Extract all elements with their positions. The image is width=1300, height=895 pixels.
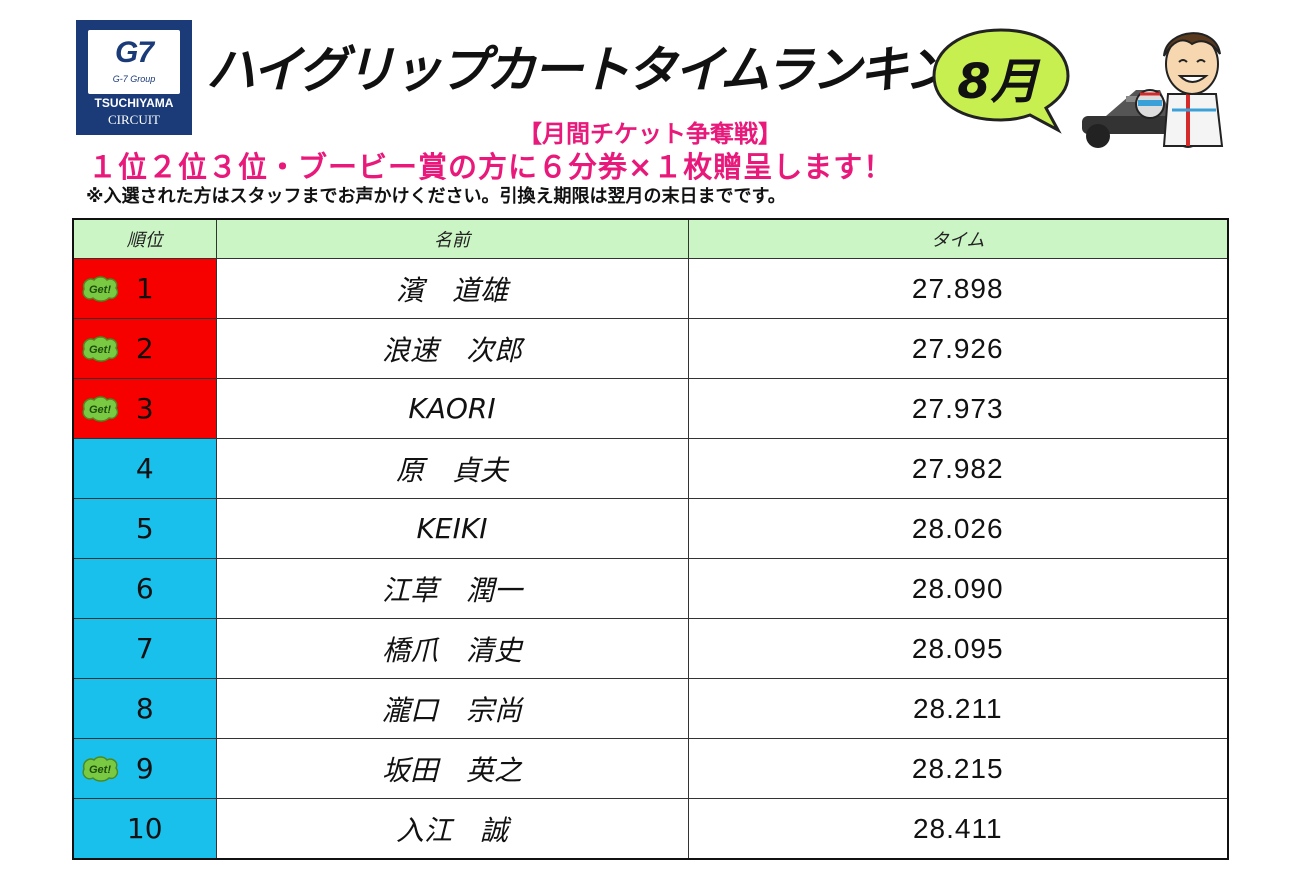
table-row: 10 入江 誠 28.411	[72, 798, 1229, 860]
logo-emblem: G7 G-7 Group	[88, 30, 180, 94]
lap-time: 27.973	[687, 378, 1229, 439]
table-row: 7 橋爪 清史 28.095	[72, 618, 1229, 679]
rank-number: 3	[135, 392, 154, 425]
logo-brand: G7	[114, 36, 154, 69]
rank-cell: 4	[72, 438, 217, 499]
lap-time: 27.898	[687, 258, 1229, 319]
rank-number: 10	[126, 812, 163, 845]
get-badge-icon: Get!	[80, 755, 120, 783]
lap-time: 28.411	[687, 798, 1229, 860]
logo-group: G-7 Group	[112, 74, 156, 84]
driver-name: 江草 潤一	[215, 558, 689, 619]
rank-number: 4	[135, 452, 154, 485]
driver-name: 浪速 次郎	[215, 318, 689, 379]
get-badge-icon: Get!	[80, 395, 120, 423]
table-row: Get! 1 濱 道雄 27.898	[72, 258, 1229, 319]
logo-sub: CIRCUIT	[108, 112, 160, 127]
lap-time: 27.926	[687, 318, 1229, 379]
table-row: 6 江草 潤一 28.090	[72, 558, 1229, 619]
ranking-table: 順位 名前 タイム Get! 1 濱 道雄 27.898 Get! 2 浪速 次郎 27.92…	[72, 218, 1229, 860]
month-label: 8月	[957, 54, 1039, 110]
rank-cell: 6	[72, 558, 217, 619]
rank-cell: 8	[72, 678, 217, 739]
svg-text:Get!: Get!	[89, 284, 111, 296]
prize-announcement: １位２位３位・ブービー賞の方に６分券×１枚贈呈します！	[88, 150, 894, 184]
table-row: Get! 9 坂田 英之 28.215	[72, 738, 1229, 799]
rank-number: 9	[135, 752, 154, 785]
header-rank: 順位	[72, 218, 217, 259]
lap-time: 27.982	[687, 438, 1229, 499]
rank-number: 7	[135, 632, 154, 665]
driver-name: 濱 道雄	[215, 258, 689, 319]
rank-cell: Get! 9	[72, 738, 217, 799]
rank-number: 1	[135, 272, 154, 305]
rank-cell: Get! 2	[72, 318, 217, 379]
rank-number: 8	[135, 692, 154, 725]
get-badge-icon: Get!	[80, 275, 120, 303]
lap-time: 28.211	[687, 678, 1229, 739]
tsuchiyama-circuit-logo: G7 G-7 Group TSUCHIYAMA CIRCUIT	[76, 20, 192, 135]
svg-text:Get!: Get!	[89, 344, 111, 356]
exchange-note: ※入選された方はスタッフまでお声かけください。引換え期限は翌月の末日までです。	[86, 186, 786, 207]
rank-cell: Get! 3	[72, 378, 217, 439]
get-badge-icon: Get!	[80, 335, 120, 363]
rank-number: 2	[135, 332, 154, 365]
table-row: Get! 3 KAORI 27.973	[72, 378, 1229, 439]
logo-name: TSUCHIYAMA	[94, 96, 174, 110]
driver-name: KAORI	[215, 378, 689, 439]
driver-name: 坂田 英之	[215, 738, 689, 799]
rank-number: 6	[135, 572, 154, 605]
table-row: 8 瀧口 宗尚 28.211	[72, 678, 1229, 739]
driver-name: KEIKI	[215, 498, 689, 559]
table-row: 5 KEIKI 28.026	[72, 498, 1229, 559]
driver-name: 瀧口 宗尚	[215, 678, 689, 739]
header-name: 名前	[215, 218, 689, 259]
driver-name: 橋爪 清史	[215, 618, 689, 679]
lap-time: 28.215	[687, 738, 1229, 799]
kart-driver-mascot-icon	[1082, 32, 1224, 148]
svg-text:Get!: Get!	[89, 764, 111, 776]
lap-time: 28.095	[687, 618, 1229, 679]
page-title: ハイグリップカートタイムランキング	[206, 41, 1001, 99]
driver-name: 入江 誠	[215, 798, 689, 860]
rank-cell: Get! 1	[72, 258, 217, 319]
table-row: Get! 2 浪速 次郎 27.926	[72, 318, 1229, 379]
rank-cell: 10	[72, 798, 217, 860]
page-subtitle: 【月間チケット争奪戦】	[518, 120, 782, 148]
table-header-row: 順位 名前 タイム	[72, 218, 1229, 259]
lap-time: 28.090	[687, 558, 1229, 619]
header-time: タイム	[687, 218, 1229, 259]
rank-cell: 7	[72, 618, 217, 679]
rank-number: 5	[135, 512, 154, 545]
month-bubble-icon	[932, 28, 1070, 134]
table-row: 4 原 貞夫 27.982	[72, 438, 1229, 499]
rank-cell: 5	[72, 498, 217, 559]
lap-time: 28.026	[687, 498, 1229, 559]
svg-text:Get!: Get!	[89, 404, 111, 416]
driver-name: 原 貞夫	[215, 438, 689, 499]
